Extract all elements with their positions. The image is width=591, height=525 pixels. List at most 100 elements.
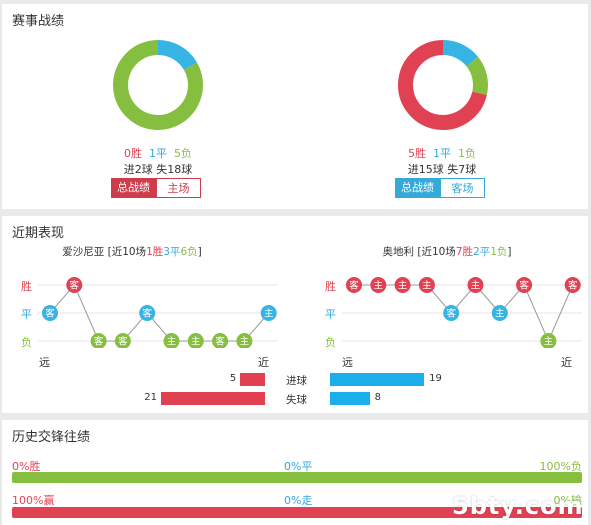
head-to-head-panel: 历史交锋往绩 0%胜 0%平 100%负 100%赢 0%走 0%输 (2, 420, 588, 525)
left-form-point-dot (236, 333, 253, 348)
right-conceded-bar (330, 392, 370, 405)
right-form-point[interactable]: 主 (491, 305, 508, 321)
right-form-point-label: 客 (519, 280, 529, 292)
left-form-point[interactable]: 客 (114, 333, 131, 348)
left-conceded-value: 21 (144, 392, 157, 403)
h2h-loss-pct: 100%负 (539, 460, 582, 473)
left-form-point[interactable]: 客 (42, 305, 58, 321)
right-form-point[interactable]: 客 (443, 305, 460, 321)
section-title: 赛事战绩 (12, 14, 65, 29)
left-summary-suffix: ] (197, 246, 202, 258)
left-form-point-label: 客 (45, 308, 55, 320)
right-form-point[interactable]: 客 (516, 277, 533, 293)
left-draw: 1平 (149, 147, 167, 160)
left-win: 0胜 (124, 147, 142, 160)
right-donut-win-slice (398, 40, 487, 130)
left-form-point[interactable]: 主 (236, 333, 253, 348)
right-form-point[interactable]: 主 (370, 277, 387, 293)
right-donut-chart (398, 40, 488, 130)
right-team-summary: 奥地利 [近10场7胜2平1负] (347, 244, 547, 259)
right-form-point-label: 主 (544, 336, 554, 348)
right-form-point-dot (516, 277, 533, 293)
right-donut-loss-slice (466, 56, 488, 96)
left-xlabel-near: 近 (258, 356, 269, 369)
right-goals: 进15球 失7球 (407, 163, 477, 176)
right-draw: 1平 (433, 147, 451, 160)
right-summary-draws: 2平 (473, 246, 491, 258)
h2h-handicap-push-pct: 0%走 (284, 494, 313, 507)
left-form-point[interactable]: 主 (163, 333, 180, 348)
left-form-point-label: 客 (94, 336, 104, 348)
left-form-point[interactable]: 主 (260, 305, 277, 321)
left-form-point-label: 客 (142, 308, 152, 320)
watermark-logo: 5bty.com (452, 492, 584, 520)
right-form-point[interactable]: 主 (394, 277, 411, 293)
right-ylabel-win: 胜 (325, 280, 336, 293)
right-form-point-dot (540, 333, 557, 348)
left-form-point-label: 客 (215, 336, 225, 348)
left-form-point-label: 主 (191, 336, 201, 348)
right-summary-prefix: [近10场 (417, 246, 456, 258)
right-form-point-dot (346, 277, 362, 293)
right-form-point-label: 客 (446, 308, 456, 320)
left-record: 0胜 1平 5负 (98, 145, 218, 161)
left-form-point-dot (139, 305, 156, 321)
right-form-point[interactable]: 主 (467, 277, 484, 293)
left-form-chart: 客客客 客客主主客主主 (38, 277, 278, 348)
right-form-point-label: 主 (471, 280, 481, 292)
right-form-line (354, 284, 574, 343)
right-form-point-dot (418, 277, 435, 293)
h2h-handicap-lose-pct: 0%输 (553, 494, 582, 507)
right-form-point[interactable]: 客 (564, 277, 581, 293)
left-conceded-bar (161, 392, 265, 405)
left-form-point[interactable]: 客 (212, 333, 229, 348)
left-form-point-label: 客 (118, 336, 128, 348)
left-summary-wins: 1胜 (146, 246, 164, 258)
left-form-point-label: 主 (264, 308, 274, 320)
right-form-point[interactable]: 客 (346, 277, 362, 293)
right-form-point-dot (564, 277, 581, 293)
left-summary-losses: 6负 (180, 246, 198, 258)
left-form-point[interactable]: 客 (90, 333, 107, 348)
left-form-point-dot (114, 333, 131, 348)
left-donut-chart (113, 40, 203, 130)
right-form-point-label: 主 (422, 280, 432, 292)
right-form-point-label: 主 (398, 280, 408, 292)
right-loss: 1负 (458, 147, 476, 160)
conceded-label: 失球 (286, 394, 307, 406)
right-form-point-label: 客 (568, 280, 578, 292)
h2h-draw-pct: 0%平 (284, 460, 313, 473)
left-donut-loss-slice (113, 40, 203, 130)
right-form-point[interactable]: 主 (540, 333, 557, 348)
right-form-point[interactable]: 主 (418, 277, 435, 293)
right-form-point-dot (491, 305, 508, 321)
left-form-point-label: 主 (240, 336, 250, 348)
left-form-point[interactable]: 主 (187, 333, 204, 348)
right-form-point-dot (370, 277, 387, 293)
h2h-win-pct: 0%胜 (12, 460, 41, 473)
right-overall-button[interactable]: 总战绩 (395, 178, 440, 198)
left-loss: 5负 (174, 147, 192, 160)
left-summary-draws: 3平 (163, 246, 181, 258)
right-form-point-label: 主 (495, 308, 505, 320)
left-overall-button[interactable]: 总战绩 (111, 178, 156, 198)
right-team-name: 奥地利 (382, 246, 415, 258)
left-team-name: 爱沙尼亚 (62, 246, 105, 258)
left-form-point-dot (187, 333, 204, 348)
h2h-result-bar (12, 472, 582, 483)
section-title: 近期表现 (12, 226, 65, 241)
left-goals: 进2球 失18球 (123, 163, 193, 176)
left-home-button[interactable]: 主场 (156, 178, 201, 198)
left-donut-draw-slice (157, 40, 197, 71)
left-team-summary: 爱沙尼亚 [近10场1胜3平6负] (32, 244, 232, 259)
left-form-point-dot (212, 333, 229, 348)
left-summary-prefix: [近10场 (107, 246, 147, 258)
left-form-point[interactable]: 客 (139, 305, 156, 321)
right-win: 5胜 (408, 147, 426, 160)
h2h-handicap-win-pct: 100%赢 (12, 494, 55, 507)
left-form-point[interactable]: 客 (66, 277, 83, 293)
right-away-button[interactable]: 客场 (440, 178, 485, 198)
left-ylabel-draw: 平 (21, 308, 32, 321)
recent-form-panel: 近期表现 爱沙尼亚 [近10场1胜3平6负] 奥地利 [近10场7胜2平1负] … (2, 216, 588, 413)
h2h-handicap-win-fill (12, 507, 582, 518)
